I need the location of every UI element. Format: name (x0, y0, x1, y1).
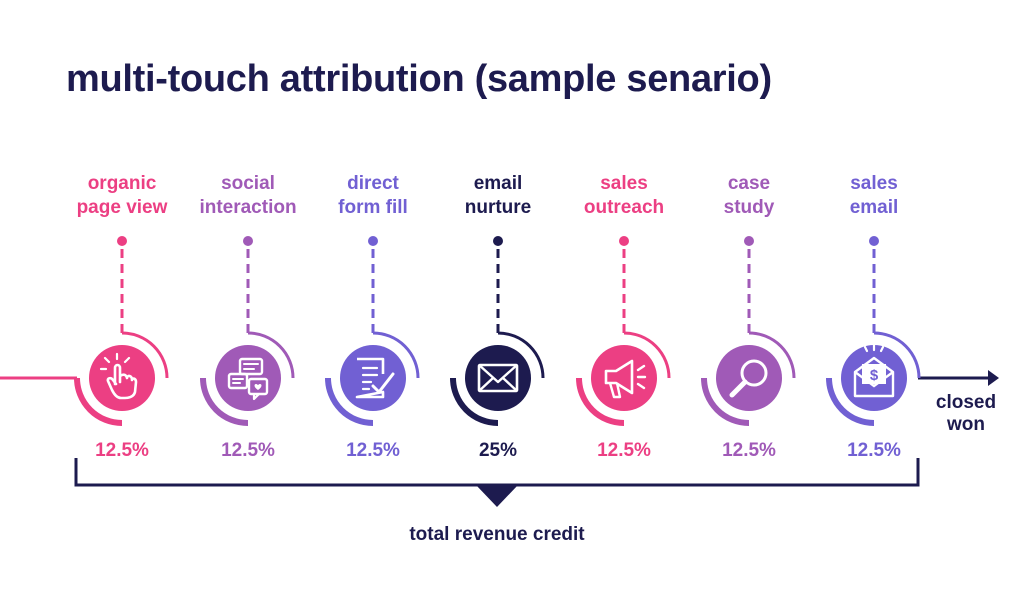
stage-label-sales-outreach: sales outreach (583, 173, 665, 218)
credit-percent-direct-form-fill: 12.5% (346, 440, 400, 461)
credit-percent-social-interaction: 12.5% (221, 440, 275, 461)
stage-ring-top (247, 331, 295, 379)
credit-percent-sales-outreach: 12.5% (597, 440, 651, 461)
stage-ring-bottom (200, 377, 249, 426)
stage-dot (368, 236, 378, 246)
closed-won-label: closed won (935, 392, 997, 435)
stage-nodes: $ (74, 236, 921, 426)
stage-dot (493, 236, 503, 246)
stage-circle (716, 345, 782, 411)
stage-node (450, 236, 545, 426)
stage-label-case-study: case study (723, 173, 775, 218)
stage-node: $ (826, 236, 921, 426)
stage-node (200, 236, 295, 426)
stage-node (701, 236, 796, 426)
credit-percent-organic-page-view: 12.5% (95, 440, 149, 461)
total-revenue-credit-label: total revenue credit (409, 524, 585, 545)
stage-ring-bottom (325, 377, 374, 426)
stage-circle (89, 345, 155, 411)
stage-dot (744, 236, 754, 246)
stage-label-direct-form-fill: direct form fill (338, 173, 408, 218)
stage-dot (869, 236, 879, 246)
revenue-credit-bracket (74, 458, 920, 507)
page-title: multi-touch attribution (sample senario) (66, 58, 772, 100)
stage-label-email-nurture: email nurture (464, 173, 532, 218)
credit-percent-case-study: 12.5% (722, 440, 776, 461)
stage-circle (340, 345, 406, 411)
stage-ring-bottom (450, 377, 499, 426)
stage-dot (619, 236, 629, 246)
stage-dot (117, 236, 127, 246)
stage-circle (591, 345, 657, 411)
money-envelope-icon: $ (853, 343, 895, 398)
credit-percent-email-nurture: 25% (478, 440, 518, 461)
stage-label-sales-email: sales email (849, 173, 899, 218)
click-hand-icon (99, 352, 138, 400)
stage-ring-top (623, 331, 671, 379)
stage-label-organic-page-view: organic page view (76, 173, 168, 218)
stage-ring-bottom (826, 377, 875, 426)
credit-percent-sales-email: 12.5% (847, 440, 901, 461)
stage-ring-top (497, 331, 545, 379)
stage-ring-top (748, 331, 796, 379)
stage-node (576, 236, 671, 426)
magnifier-icon (729, 359, 768, 398)
stage-ring-bottom (576, 377, 625, 426)
stage-ring-top (121, 331, 169, 379)
svg-text:$: $ (870, 367, 879, 384)
chat-bubbles-icon (227, 357, 269, 401)
envelope-icon (477, 363, 519, 393)
stage-ring-top (372, 331, 420, 379)
closed-won-arrow (918, 370, 999, 386)
stage-dot (243, 236, 253, 246)
megaphone-icon (604, 359, 647, 399)
stage-node (74, 236, 169, 426)
stage-ring-top (873, 331, 921, 379)
stage-ring-bottom (701, 377, 750, 426)
stage-ring-bottom (74, 377, 123, 426)
stage-label-social-interaction: social interaction (199, 173, 297, 218)
stage-circle (465, 345, 531, 411)
stage-node (325, 236, 420, 426)
form-checklist-icon (355, 357, 395, 399)
